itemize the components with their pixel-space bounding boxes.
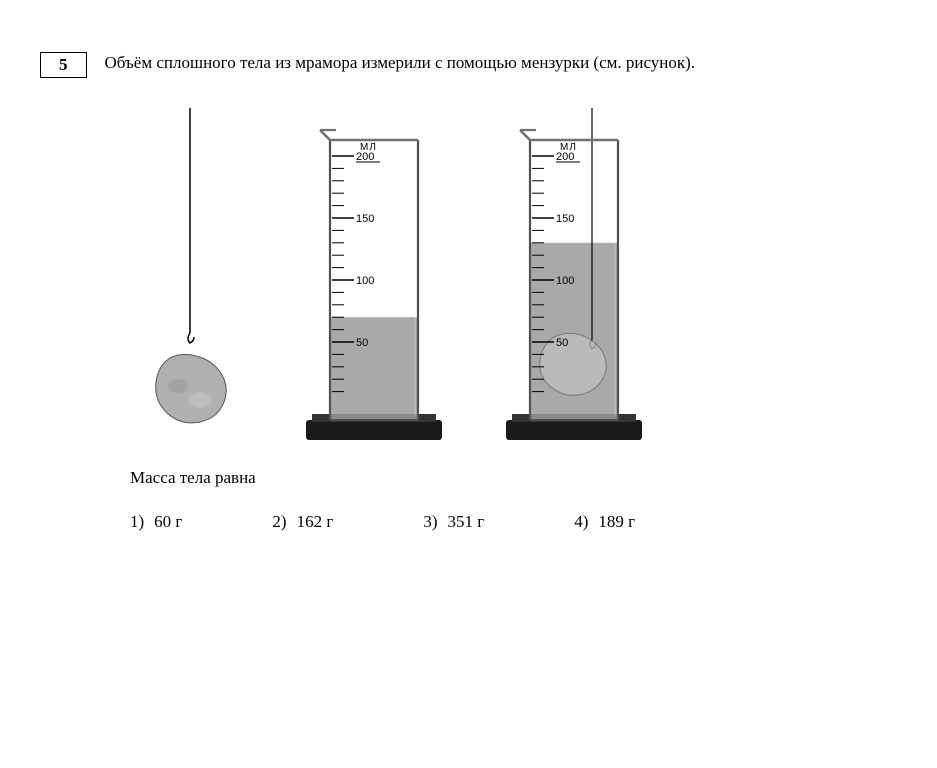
option-2-num: 2) — [272, 512, 286, 532]
option-3-label: 351 г — [447, 512, 484, 532]
svg-text:150: 150 — [556, 213, 574, 225]
question-number: 5 — [59, 55, 68, 74]
option-4-num: 4) — [574, 512, 588, 532]
svg-text:150: 150 — [356, 213, 374, 225]
sub-prompt: Масса тела равна — [130, 468, 897, 488]
cylinder-before: 50100150200МЛ — [290, 108, 450, 448]
option-4: 4) 189 г — [574, 512, 635, 532]
problem-container: 5 Объём сплошного тела из мрамора измери… — [0, 0, 937, 572]
option-1-num: 1) — [130, 512, 144, 532]
figure-zone: 50100150200МЛ 50100150200МЛ — [130, 98, 897, 448]
svg-text:50: 50 — [556, 337, 568, 349]
svg-text:100: 100 — [556, 275, 574, 287]
option-3-num: 3) — [423, 512, 437, 532]
question-text: Объём сплошного тела из мрамора измерили… — [105, 50, 696, 76]
option-4-label: 189 г — [598, 512, 635, 532]
question-number-box: 5 — [40, 52, 87, 78]
option-2-label: 162 г — [297, 512, 334, 532]
rock-on-string — [130, 108, 250, 448]
svg-text:50: 50 — [356, 337, 368, 349]
option-1-label: 60 г — [154, 512, 182, 532]
cylinder-after: 50100150200МЛ — [490, 108, 650, 448]
header-row: 5 Объём сплошного тела из мрамора измери… — [40, 50, 897, 78]
svg-text:100: 100 — [356, 275, 374, 287]
option-3: 3) 351 г — [423, 512, 484, 532]
answer-options: 1) 60 г 2) 162 г 3) 351 г 4) 189 г — [130, 512, 897, 532]
svg-text:МЛ: МЛ — [560, 142, 577, 153]
svg-text:МЛ: МЛ — [360, 142, 377, 153]
option-1: 1) 60 г — [130, 512, 182, 532]
option-2: 2) 162 г — [272, 512, 333, 532]
